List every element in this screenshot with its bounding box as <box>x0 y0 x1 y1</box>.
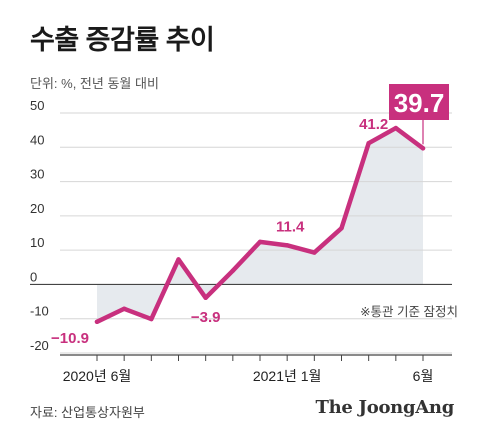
data-point <box>366 140 371 146</box>
data-label: 11.4 <box>276 218 305 235</box>
source-credit: 자료: 산업통상자원부 <box>30 405 145 420</box>
area-fill <box>97 128 423 322</box>
data-point <box>257 239 263 245</box>
data-label: −3.9 <box>191 309 221 326</box>
data-point <box>121 306 127 311</box>
y-tick-label: 20 <box>30 201 44 216</box>
x-tick-label: 6월 <box>413 368 434 384</box>
data-point <box>149 316 154 322</box>
y-tick-label: -10 <box>30 304 49 319</box>
data-point <box>176 257 181 262</box>
y-tick-label: 50 <box>30 98 44 113</box>
y-tick-label: 0 <box>30 269 37 284</box>
brand-logo: The JoongAng <box>315 397 455 418</box>
callout-label: 39.7 <box>394 88 445 118</box>
data-point <box>312 250 317 255</box>
callout-box <box>389 84 449 120</box>
data-point <box>230 268 236 273</box>
unit-note: 단위: %, 전년 동월 대비 <box>30 76 159 91</box>
y-tick-label: -20 <box>30 338 49 353</box>
x-tick-label: 2020년 6월 <box>63 368 132 384</box>
y-tick-label: 30 <box>30 167 44 182</box>
data-point <box>339 226 344 231</box>
x-tick-label: 2021년 1월 <box>253 368 322 384</box>
chart-title: 수출 증감률 추이 <box>30 25 215 55</box>
footnote: ※통관 기준 잠정치 <box>360 305 458 319</box>
data-label: 41.2 <box>359 116 388 133</box>
data-point <box>94 319 100 324</box>
data-point <box>393 125 399 131</box>
data-point <box>203 295 208 300</box>
data-point <box>420 146 426 151</box>
y-tick-label: 10 <box>30 235 44 250</box>
y-tick-label: 40 <box>30 132 44 147</box>
data-label: −10.9 <box>51 330 89 347</box>
data-point <box>284 243 290 248</box>
